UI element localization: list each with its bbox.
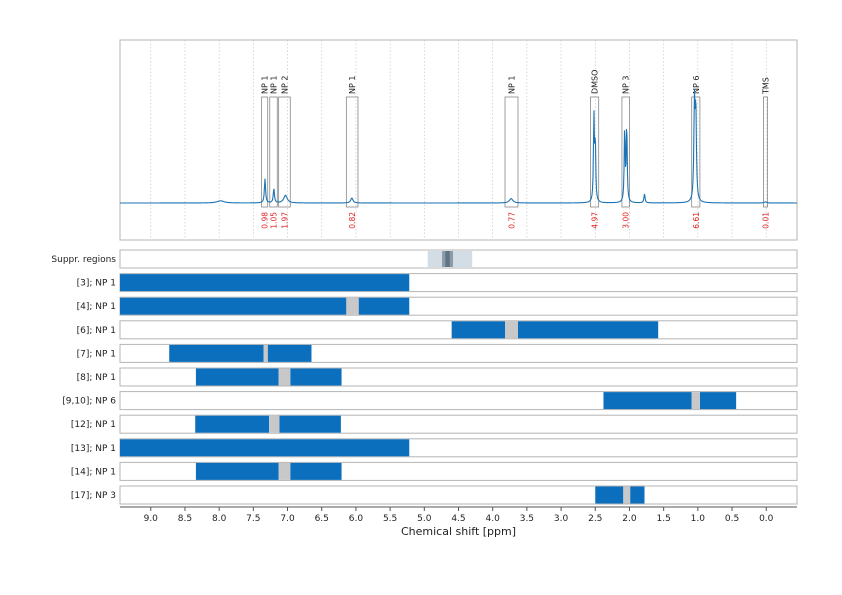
spectrum-panel: NP 1 0.98 NP 1 1.05 NP 2 1.97 NP 1 0.82 NP 1 0.77… <box>119 39 798 241</box>
integral-value: 6.61 <box>692 212 701 229</box>
x-tick-label: 4.0 <box>486 514 501 524</box>
x-tick-label: 6.5 <box>315 514 329 524</box>
peak-box <box>763 96 768 208</box>
region-row-label: [17]; NP 3 <box>71 491 116 501</box>
suppressed-region-center <box>445 251 450 267</box>
peak-label: NP 3 <box>622 76 631 94</box>
peak-label: NP 6 <box>692 76 701 94</box>
region-row-frame <box>119 485 798 505</box>
region-row-label: [13]; NP 1 <box>71 444 116 454</box>
peak-label: NP 1 <box>507 76 516 94</box>
peak-box <box>691 96 701 208</box>
region-segment <box>603 392 692 410</box>
integral-value: 0.82 <box>348 212 357 229</box>
peak-label: TMS <box>762 77 771 95</box>
region-segment <box>279 415 341 433</box>
x-tick-label: 9.0 <box>144 514 159 524</box>
region-gap <box>346 297 359 315</box>
region-row-label: [3]; NP 1 <box>77 279 116 289</box>
region-row-label: [14]; NP 1 <box>71 467 116 477</box>
region-segment <box>290 462 342 480</box>
region-gap <box>623 486 631 504</box>
region-gap <box>263 344 268 362</box>
x-tick-label: 2.0 <box>622 514 637 524</box>
x-tick-label: 2.5 <box>588 514 602 524</box>
region-gap <box>269 415 280 433</box>
integral-value: 3.00 <box>622 212 631 229</box>
region-gap <box>278 462 291 480</box>
region-segment <box>517 321 659 339</box>
peak-label: DMSO <box>591 70 600 94</box>
region-row-label: [12]; NP 1 <box>71 420 116 430</box>
integral-value: 0.98 <box>261 212 270 229</box>
region-row-label: [8]; NP 1 <box>77 373 116 383</box>
peak-box <box>345 96 359 208</box>
x-tick-label: 3.0 <box>554 514 569 524</box>
x-axis: Chemical shift [ppm] 9.0 8.5 8.0 7.5 7.0 6.5 6… <box>120 506 797 538</box>
integral-value: 0.77 <box>507 212 516 229</box>
region-segment <box>595 486 624 504</box>
spectrum-line <box>120 89 797 204</box>
region-segment <box>630 486 645 504</box>
x-tick-label: 1.0 <box>691 514 706 524</box>
x-tick-label: 8.0 <box>212 514 227 524</box>
region-segment <box>451 321 506 339</box>
region-gap <box>505 321 518 339</box>
region-segment <box>195 462 279 480</box>
region-row-label: [7]; NP 1 <box>77 349 116 359</box>
region-segment <box>120 274 410 292</box>
x-tick-label: 5.5 <box>383 514 397 524</box>
region-row-label: [6]; NP 1 <box>77 326 116 336</box>
integral-value: 1.05 <box>270 212 279 229</box>
integral-value: 0.01 <box>762 212 771 229</box>
x-axis-title: Chemical shift [ppm] <box>401 525 516 538</box>
region-gap <box>691 392 700 410</box>
peak-box <box>621 96 630 208</box>
region-segment <box>195 415 270 433</box>
region-segment <box>699 392 737 410</box>
region-row-label: Suppr. regions <box>51 255 116 265</box>
x-tick-label: 4.5 <box>451 514 465 524</box>
region-gap <box>278 368 291 386</box>
region-segment <box>120 439 410 457</box>
integral-value: 4.97 <box>591 212 600 229</box>
peak-box <box>278 96 291 208</box>
region-segment <box>358 297 410 315</box>
peak-box <box>590 96 600 208</box>
x-tick-label: 0.5 <box>725 514 739 524</box>
spectrum-frame <box>119 39 798 241</box>
region-rows-panel: Suppr. regions [3]; NP 1 [4]; NP 1 [6]; NP … <box>51 249 798 505</box>
peak-box <box>504 96 519 208</box>
peak-box <box>261 96 269 208</box>
x-tick-label: 5.0 <box>417 514 432 524</box>
x-tick-label: 3.5 <box>520 514 534 524</box>
peak-label: NP 1 <box>261 76 270 94</box>
region-segment <box>195 368 279 386</box>
peak-label: NP 2 <box>280 76 289 94</box>
region-row-label: [4]; NP 1 <box>77 302 116 312</box>
x-tick-label: 0.0 <box>759 514 774 524</box>
peak-label: NP 1 <box>348 76 357 94</box>
region-segment <box>267 344 312 362</box>
integral-value: 1.97 <box>280 212 289 229</box>
peak-box <box>269 96 278 208</box>
x-tick-label: 8.5 <box>178 514 192 524</box>
x-tick-label: 6.0 <box>349 514 364 524</box>
region-row-label: [9,10]; NP 6 <box>62 397 116 407</box>
x-tick-label: 7.0 <box>280 514 295 524</box>
x-tick-label: 7.5 <box>246 514 260 524</box>
region-segment <box>120 297 347 315</box>
x-tick-label: 1.5 <box>656 514 670 524</box>
region-segment <box>169 344 264 362</box>
peak-label: NP 1 <box>270 76 279 94</box>
region-segment <box>290 368 342 386</box>
